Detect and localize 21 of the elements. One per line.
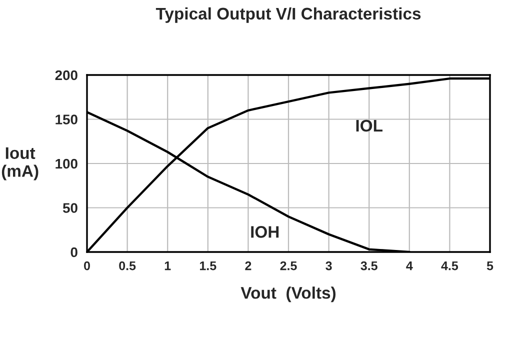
y-axis-title: Iout (mA) xyxy=(2,147,38,180)
y-tick-label: 150 xyxy=(56,114,78,124)
x-tick-label: 4 xyxy=(406,261,413,270)
x-tick-label: 3.5 xyxy=(360,261,378,270)
y-tick-label: 100 xyxy=(56,158,78,169)
x-tick-label: 1 xyxy=(164,261,171,270)
x-axis-title: Vout (Volts) xyxy=(240,286,336,302)
series-label: IOH xyxy=(251,226,279,238)
x-tick-label: 4.5 xyxy=(441,261,458,270)
series-label: IOL xyxy=(356,120,382,132)
y-tick-label: 0 xyxy=(70,247,78,258)
x-tick-label: 2.5 xyxy=(280,261,297,270)
x-tick-label: 0 xyxy=(84,261,90,270)
chart-title: Typical Output V/I Characteristics xyxy=(156,7,421,23)
x-tick-label: 3 xyxy=(326,261,332,270)
y-tick-label: 200 xyxy=(55,70,78,80)
x-tick-label: 1.5 xyxy=(200,261,216,270)
y-tick-label: 50 xyxy=(62,203,78,213)
x-tick-label: 2 xyxy=(245,261,252,270)
x-tick-label: 0.5 xyxy=(119,261,136,270)
x-tick-label: 5 xyxy=(486,261,494,270)
